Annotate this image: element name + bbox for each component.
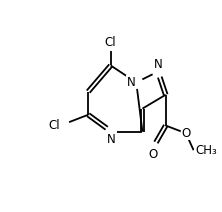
Text: N: N (107, 132, 116, 145)
Text: Cl: Cl (105, 36, 117, 49)
Text: Cl: Cl (49, 119, 60, 132)
Text: CH₃: CH₃ (195, 144, 217, 157)
Text: N: N (127, 76, 136, 89)
Text: O: O (149, 148, 158, 161)
Text: N: N (154, 58, 162, 71)
Text: O: O (181, 127, 190, 140)
